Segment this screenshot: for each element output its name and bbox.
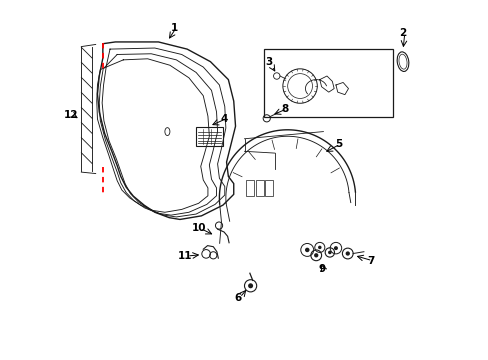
Text: 3: 3 <box>264 57 272 67</box>
Text: 10: 10 <box>191 224 205 233</box>
Text: 11: 11 <box>178 251 192 261</box>
Text: 1: 1 <box>171 23 178 33</box>
Bar <box>264 49 392 117</box>
Circle shape <box>333 246 337 250</box>
Text: 5: 5 <box>334 139 342 149</box>
Text: 7: 7 <box>366 256 374 266</box>
Text: 12: 12 <box>63 110 78 120</box>
Text: 4: 4 <box>220 114 227 124</box>
Bar <box>265 180 273 196</box>
Circle shape <box>247 283 253 288</box>
Circle shape <box>345 251 349 256</box>
Bar <box>246 180 254 196</box>
Circle shape <box>305 248 309 252</box>
Circle shape <box>317 246 321 249</box>
Text: 6: 6 <box>234 293 241 303</box>
Bar <box>255 180 264 196</box>
Circle shape <box>313 253 318 257</box>
Circle shape <box>327 251 331 254</box>
Text: 2: 2 <box>399 28 406 38</box>
Text: 8: 8 <box>281 104 288 114</box>
Text: 9: 9 <box>317 264 325 274</box>
Bar <box>196 127 223 146</box>
